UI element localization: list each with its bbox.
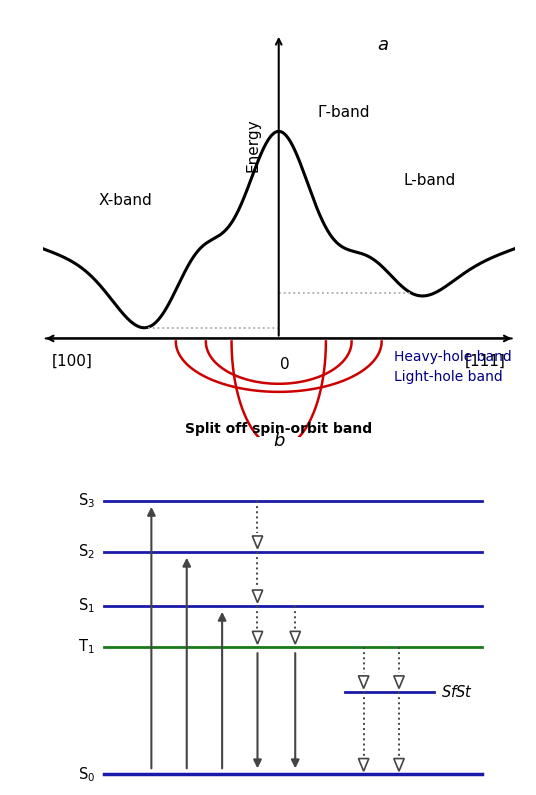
Text: Energy: Energy (245, 118, 260, 172)
Text: a: a (377, 37, 388, 54)
Text: S$_2$: S$_2$ (78, 542, 95, 561)
Text: Γ-band: Γ-band (317, 105, 370, 120)
Text: [100]: [100] (51, 354, 92, 369)
Text: S$_0$: S$_0$ (78, 765, 95, 784)
Text: L-band: L-band (403, 173, 455, 188)
Text: $SfSt$: $SfSt$ (442, 684, 473, 700)
Text: Split off spin-orbit band: Split off spin-orbit band (185, 422, 373, 436)
Text: X-band: X-band (99, 193, 152, 207)
Text: T$_1$: T$_1$ (78, 638, 95, 657)
Text: b: b (273, 432, 285, 450)
Text: 0: 0 (280, 357, 290, 371)
Text: S$_3$: S$_3$ (78, 491, 95, 510)
Text: [111]: [111] (465, 354, 506, 369)
Text: S$_1$: S$_1$ (78, 596, 95, 615)
Text: Light-hole band: Light-hole band (394, 370, 503, 384)
Text: Heavy-hole band: Heavy-hole band (394, 350, 512, 363)
